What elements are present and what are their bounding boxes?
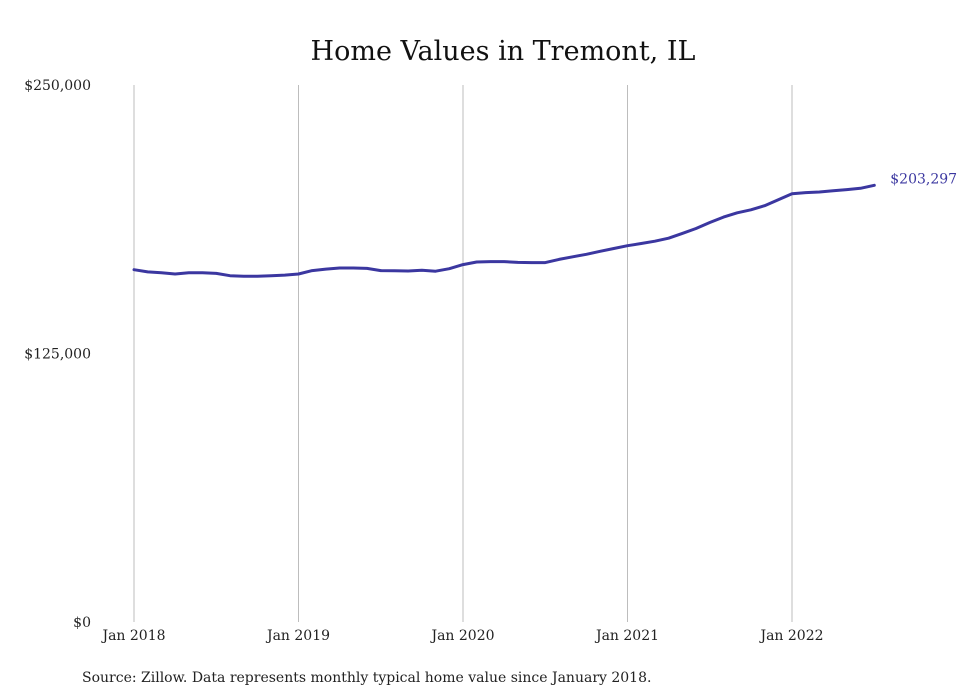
gridlines: [133, 85, 793, 622]
home-value-line: [132, 183, 876, 278]
y-axis-tick-labels: $0 $125,000 $250,000: [24, 78, 91, 631]
y-tick-label: $250,000: [24, 78, 91, 94]
x-tick-label: Jan 2020: [429, 628, 494, 644]
latest-value-label: $203,297: [890, 171, 957, 187]
source-note: Source: Zillow. Data represents monthly …: [82, 670, 651, 686]
x-tick-label: Jan 2021: [594, 628, 659, 644]
x-tick-label: Jan 2018: [100, 628, 165, 644]
chart-title: Home Values in Tremont, IL: [311, 36, 696, 67]
x-tick-label: Jan 2019: [265, 628, 330, 644]
y-tick-label: $0: [73, 615, 91, 631]
y-tick-label: $125,000: [24, 347, 91, 363]
x-tick-label: Jan 2022: [758, 628, 823, 644]
x-axis-tick-labels: Jan 2018 Jan 2019 Jan 2020 Jan 2021 Jan 2022: [100, 628, 823, 644]
